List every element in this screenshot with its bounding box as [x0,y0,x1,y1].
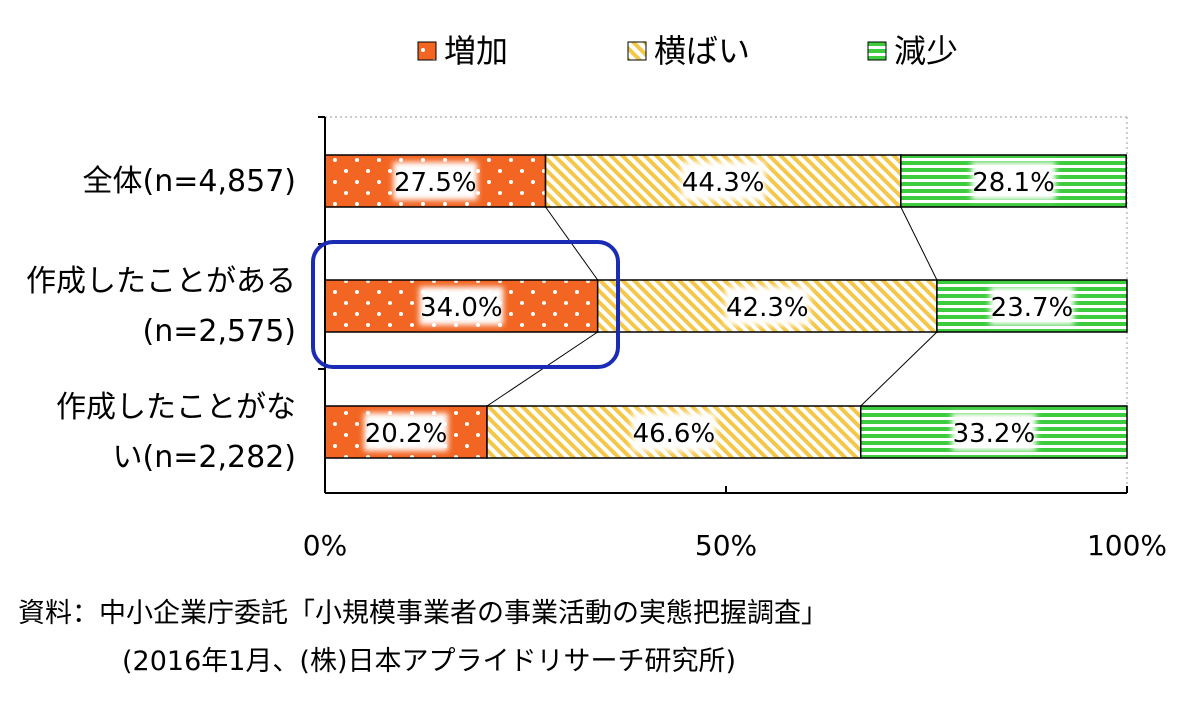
legend-label-1: 増加 [444,32,508,70]
category-label: い(n=2,282) [113,440,296,475]
data-label: 20.2% [365,419,448,449]
data-label-background [951,413,1036,451]
data-label: 28.1% [972,168,1055,198]
gridlines [325,116,1128,493]
category-label: (n=2,575) [143,314,296,349]
data-label: 23.7% [991,293,1074,323]
source-note-line1: 資料：中小企業庁委託「小規模事業者の事業活動の実態把握調査」 [18,598,828,629]
legend-label-3: 減少 [894,32,958,70]
data-label-background [364,413,449,451]
data-label-background [419,287,504,325]
x-tick-label: 0% [303,529,347,562]
data-label: 33.2% [953,419,1036,449]
legend-swatch-3 [867,41,887,61]
highlight-rounded-box [311,240,620,369]
category-label: 全体(n=4,857) [83,164,296,199]
data-label-background [971,162,1056,200]
data-label: 44.3% [682,168,765,198]
stacked-bar-chart: 増加 横ばい 減少 27.5% 44.3% 28.1% 34.0% 42.3% 23.7% 20… [26,32,1167,562]
data-label: 46.6% [633,419,716,449]
legend-swatch-1 [417,41,437,61]
data-label-background [631,413,716,451]
legend-label-2: 横ばい [654,32,750,70]
category-label: 作成したことがな [56,390,296,425]
data-label-background [989,287,1074,325]
data-label-background [681,162,766,200]
x-tick-label: 100% [1087,529,1167,562]
x-tick-labels: 0% 50% 100% [303,529,1167,562]
connector-line [860,331,938,407]
source-note-line2: (2016年1月、(株)日本アプライドリサーチ研究所) [122,646,737,677]
x-tick-label: 50% [695,529,757,562]
connector-line [900,206,938,281]
category-label: 作成したことがある [26,264,296,299]
data-label: 34.0% [420,293,503,323]
legend-swatch-2 [627,41,647,61]
highlight-box [311,240,620,369]
data-label-background [393,162,478,200]
data-label: 42.3% [726,293,809,323]
bars: 27.5% 44.3% 28.1% 34.0% 42.3% 23.7% 20.2% 46.6%… [324,154,1128,459]
data-label-background [725,287,810,325]
data-label: 27.5% [394,168,477,198]
legend: 増加 横ばい 減少 [417,32,958,70]
category-labels: 全体(n=4,857) 作成したことがある (n=2,575) 作成したことがない(n… [26,164,296,475]
